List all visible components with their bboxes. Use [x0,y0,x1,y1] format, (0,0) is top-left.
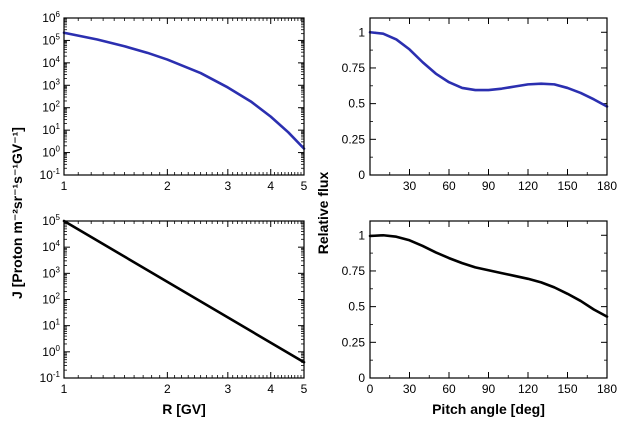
y-tick-label: 105 [42,213,60,228]
x-tick-label: 60 [442,179,456,193]
plot-frame [369,17,608,176]
series-line-top-left [62,31,306,150]
y-tick-label: 0.25 [342,132,366,146]
plot-frame [369,220,608,379]
y-tick-label: 103 [42,265,60,280]
x-tick-label: 90 [482,179,496,193]
y-tick-label: 100 [42,344,60,359]
x-tick-label: 150 [557,179,577,193]
x-tick-label: 90 [482,382,496,396]
y-tick-label: 102 [42,292,60,307]
chart-panel-top-right: 30 60 90 120 150 180 0 0.25 0.5 0.75 1 [342,17,617,193]
y-tick-label: 1 [358,25,365,39]
y-tick-label: 102 [42,100,60,115]
x-tick-label: 1 [61,382,68,396]
x-tick-label: 4 [267,179,274,193]
plot-frame [63,17,305,176]
x-tick-label: 5 [301,382,308,396]
x-tick-label: 30 [403,382,417,396]
series-line-top-right [368,30,609,108]
x-tick-label: 5 [301,179,308,193]
y-tick-label: 10-1 [40,167,61,182]
x-tick-label: 2 [164,179,171,193]
y-tick-label: 0.75 [342,61,366,75]
x-tick-label: 180 [597,179,617,193]
x-tick-label: 4 [267,382,274,396]
series-line-bottom-right [368,233,609,318]
y-tick-label: 100 [42,145,60,160]
y-tick-label: 1 [358,228,365,242]
x-tick-label: 120 [518,179,538,193]
x-axis-title: R [GV] [162,401,206,417]
y-tick-label: 0.75 [342,264,366,278]
y-tick-label: 10-1 [40,370,61,385]
y-tick-label: 0 [358,168,365,182]
x-axis-title: Pitch angle [deg] [432,401,545,417]
x-tick-label: 1 [61,179,68,193]
y-tick-label: 0 [358,371,365,385]
series-line-bottom-left [62,219,306,364]
y-tick-label: 104 [42,239,60,254]
plot-frame [63,220,305,379]
y-tick-label: 106 [42,10,60,25]
x-tick-label: 0 [367,382,374,396]
x-tick-label: 180 [597,382,617,396]
y-tick-label: 103 [42,77,60,92]
chart-panel-bottom-right: 0 30 60 90 120 150 180 0 0.25 0.5 0.75 1 Pitch angle… [342,220,617,417]
y-tick-label: 0.5 [348,97,365,111]
y-tick-label: 101 [42,318,60,333]
y-axis-title-left: J [Proton m⁻²sr⁻¹s⁻¹GV⁻¹] [9,127,25,299]
x-tick-label: 2 [164,382,171,396]
x-tick-label: 60 [442,382,456,396]
y-tick-label: 104 [42,55,60,70]
y-tick-label: 0.25 [342,335,366,349]
x-tick-label: 3 [224,382,231,396]
y-tick-label: 105 [42,32,60,47]
x-tick-label: 30 [403,179,417,193]
x-tick-label: 3 [224,179,231,193]
y-axis-title-right: Relative flux [315,172,331,255]
y-tick-label: 101 [42,122,60,137]
x-tick-label: 120 [518,382,538,396]
x-tick-label: 150 [557,382,577,396]
y-tick-label: 0.5 [348,300,365,314]
chart-panel-top-left: 1 2 3 4 5 10-1 100 101 102 103 104 105 106 [40,10,308,193]
chart-panel-bottom-left: 1 2 3 4 5 10-1 100 101 102 103 104 105 R [GV] [40,213,308,417]
